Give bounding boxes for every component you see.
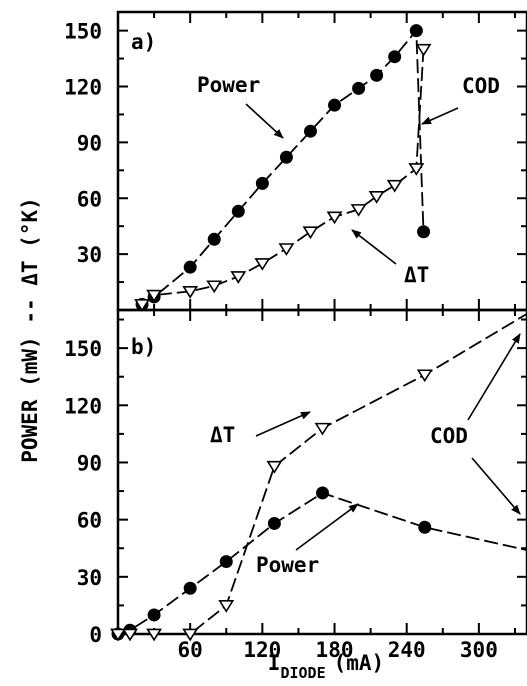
panel-b-deltat-annotation: ΔT (210, 423, 235, 447)
power-point (370, 68, 384, 82)
delta-t-point (182, 286, 199, 299)
x-axis-label-unit: (mA) (334, 651, 385, 675)
delta-t-point (230, 271, 247, 284)
delta-t-point (416, 369, 433, 383)
panel-a-label: a) (131, 30, 156, 54)
panel-b-ticks (118, 310, 527, 635)
power-point (388, 50, 402, 64)
panel-a-cod-annotation: COD (462, 74, 500, 98)
power-point (183, 260, 197, 274)
delta-t-point (110, 628, 126, 642)
panel-a-deltat-annotation: ΔT (404, 263, 429, 287)
panel-b-frame (116, 308, 527, 636)
power-point (231, 204, 245, 218)
delta-t-point (146, 289, 163, 303)
panel-a-cod-arrow (421, 107, 459, 125)
delta-t-point (415, 43, 432, 57)
panel-a-ytick-label: 120 (64, 76, 102, 100)
delta-t-point (350, 204, 367, 217)
panel-a-tick-labels: 30 60 90 120 150 (64, 20, 102, 268)
series-line-power (117, 492, 527, 635)
panel-a-markers (134, 24, 432, 312)
series-line-delta-t (141, 49, 425, 306)
panel-a-deltat-arrow (351, 229, 397, 265)
delta-t-point (368, 191, 385, 204)
panel-b-lines (117, 313, 527, 635)
panel-b-cod-arrow-up (467, 333, 521, 421)
x-axis-label-subscript: DIODE (280, 664, 325, 682)
panel-b-ytick-label: 0 (89, 623, 102, 647)
power-point (328, 98, 342, 112)
panel-b-ytick-label: 120 (64, 394, 102, 418)
delta-t-point (266, 460, 283, 474)
panel-b-deltat-arrow (255, 411, 311, 437)
power-point (147, 608, 161, 622)
power-point (279, 150, 293, 164)
x-tick-label: 300 (460, 638, 498, 662)
panel-a-ytick-label: 60 (77, 187, 102, 211)
delta-t-point (122, 628, 138, 642)
power-point (219, 555, 233, 569)
delta-t-point (314, 422, 331, 436)
delta-t-point (182, 628, 199, 642)
power-point (303, 124, 317, 138)
delta-t-point (134, 299, 151, 312)
power-point (316, 486, 329, 500)
panel-a-ytick-label: 90 (77, 131, 102, 155)
panel-b-tick-labels: 0 30 60 90 120 150 60 120 180 240 300 (64, 337, 498, 662)
x-tick-label: 180 (316, 638, 354, 662)
x-axis-label: IDIODE (mA) (268, 651, 384, 682)
panel-a-power-annotation: Power (197, 73, 260, 97)
power-point (207, 232, 221, 246)
delta-t-point (218, 600, 235, 613)
panel-b-ytick-label: 150 (64, 337, 102, 361)
panel-b-power-annotation: Power (256, 553, 319, 577)
x-tick-label: 240 (388, 638, 426, 662)
panel-b-ytick-label: 60 (77, 509, 102, 533)
power-point (255, 176, 269, 190)
delta-t-point (386, 179, 403, 193)
panel-a-power-arrow (245, 103, 284, 139)
panel-a-ytick-label: 30 (77, 243, 102, 267)
delta-t-point (408, 163, 425, 176)
panel-b-ytick-label: 30 (77, 566, 102, 590)
svg-text:IDIODE(mA): IDIODE (mA) (268, 651, 384, 682)
panel-a-ytick-label: 150 (64, 20, 102, 44)
power-point (267, 516, 281, 530)
power-point (183, 581, 197, 595)
delta-t-point (206, 280, 223, 294)
series-line-delta-t (118, 313, 527, 635)
power-point (418, 520, 432, 534)
panel-b-power-arrow (295, 503, 359, 551)
panel-b-cod-annotation: COD (430, 424, 468, 448)
panel-b-ytick-label: 90 (77, 451, 102, 475)
delta-t-point (326, 211, 343, 225)
delta-t-point (254, 258, 271, 271)
power-point (417, 225, 431, 239)
panel-b-markers (110, 369, 433, 642)
panel-b-label: b) (131, 335, 156, 359)
power-point (409, 24, 423, 38)
panel-a-ticks (118, 12, 527, 311)
panel-b-cod-arrow-down (471, 457, 521, 515)
delta-t-point (278, 243, 295, 256)
power-point (352, 81, 366, 95)
panel-a-frame (116, 10, 527, 312)
delta-t-point (302, 226, 319, 240)
x-tick-label: 60 (178, 638, 203, 662)
delta-t-point (146, 628, 163, 642)
y-axis-label: POWER (mW) -- ΔT (°K) (18, 197, 42, 463)
x-axis-label-main: I (268, 651, 281, 675)
x-tick-label: 120 (243, 638, 281, 662)
